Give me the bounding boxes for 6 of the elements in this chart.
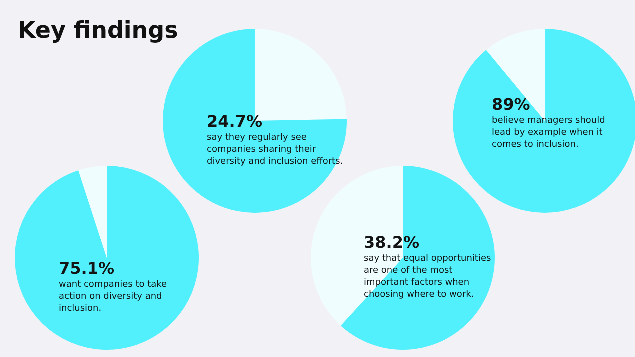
text: 24.7%: [207, 112, 264, 131]
text: believe managers should lead by example when it comes to inclusion.: [492, 115, 606, 151]
text: want companies to take action on diversity and inclusion.: [59, 279, 168, 315]
chart-title: Key findings: [18, 18, 178, 44]
text: 89%: [492, 95, 532, 114]
text: 75.1%: [59, 259, 116, 278]
